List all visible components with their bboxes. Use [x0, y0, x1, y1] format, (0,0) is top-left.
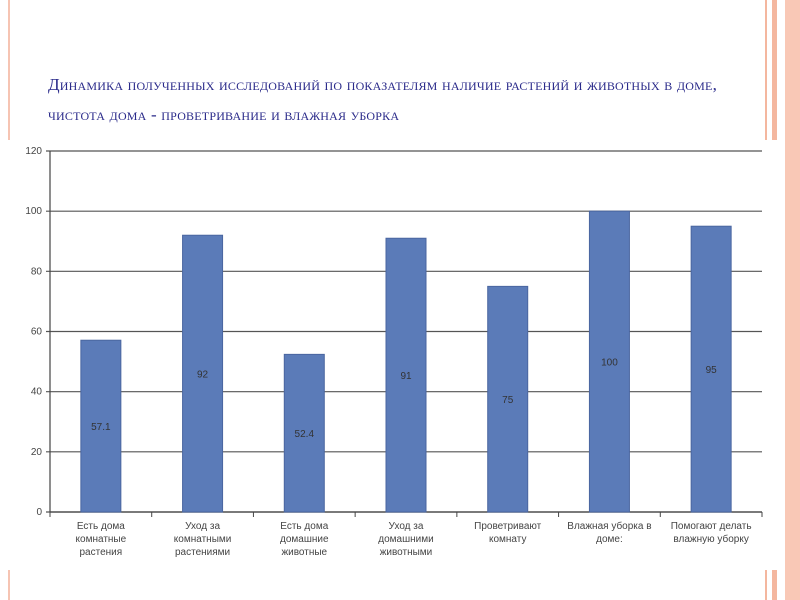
bar: [80, 339, 122, 513]
x-category-label: растения: [80, 547, 123, 558]
x-category-label: Уход за: [389, 521, 424, 532]
x-category-label: домашние: [280, 534, 329, 545]
bar: [690, 225, 732, 513]
data-label: 100: [601, 358, 618, 369]
x-category-label: Уход за: [185, 521, 220, 532]
x-category-label: Есть дома: [280, 521, 328, 532]
y-tick-label: 80: [31, 266, 43, 277]
x-category-label: комнатные: [76, 534, 127, 545]
x-category-label: комнату: [489, 534, 526, 545]
bar: [487, 285, 529, 513]
y-tick-label: 120: [25, 146, 42, 157]
y-tick-label: 100: [25, 206, 42, 217]
bar: [182, 234, 224, 513]
chart-title: Динамика полученных исследований по пока…: [48, 75, 718, 124]
data-label: 92: [197, 370, 209, 381]
data-label: 52.4: [295, 429, 315, 440]
data-label: 91: [400, 371, 412, 382]
y-tick-label: 60: [31, 327, 43, 338]
data-label: 95: [706, 365, 718, 376]
x-category-label: домашними: [378, 534, 433, 545]
x-category-label: животными: [380, 547, 433, 558]
bar: [588, 210, 630, 513]
x-category-label: влажную уборку: [673, 533, 748, 545]
bar: [283, 353, 325, 513]
x-category-label: Проветривают: [474, 521, 542, 532]
y-tick-label: 20: [31, 447, 43, 458]
data-label: 75: [502, 395, 514, 406]
x-category-label: растениями: [175, 547, 230, 558]
x-category-label: Помогают делать: [671, 521, 752, 532]
y-tick-label: 40: [31, 387, 43, 398]
x-category-label: Влажная уборка в: [567, 520, 651, 532]
y-tick-label: 0: [36, 507, 42, 518]
x-category-label: животные: [281, 547, 327, 558]
slide-border-right-band: [785, 0, 800, 600]
bar: [385, 237, 427, 513]
x-category-label: доме:: [596, 534, 623, 545]
x-category-label: комнатными: [174, 534, 232, 545]
data-label: 57.1: [91, 422, 111, 433]
x-category-label: Есть дома: [77, 521, 125, 532]
